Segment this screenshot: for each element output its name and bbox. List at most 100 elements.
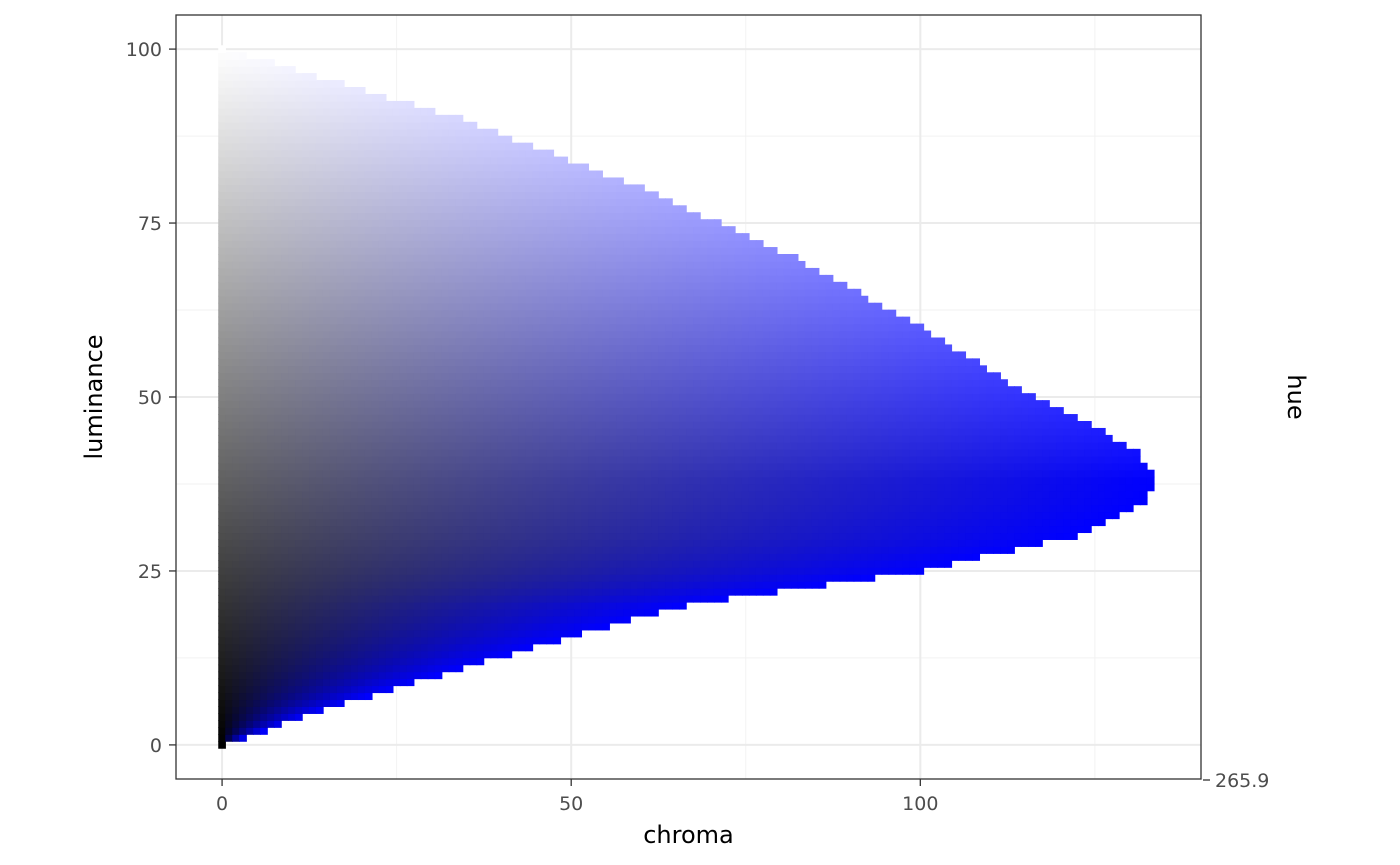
color-cell xyxy=(253,427,261,436)
color-cell xyxy=(1014,441,1022,450)
color-cell xyxy=(295,400,303,408)
color-cell xyxy=(965,532,974,540)
color-cell xyxy=(895,386,904,394)
color-cell xyxy=(511,525,520,534)
color-cell xyxy=(776,351,785,360)
color-cell xyxy=(392,455,401,464)
color-cell xyxy=(700,379,708,387)
color-cell xyxy=(546,539,555,547)
color-cell xyxy=(427,421,436,429)
color-cell xyxy=(616,351,624,360)
color-cell xyxy=(888,379,897,387)
color-cell xyxy=(288,469,296,478)
color-cell xyxy=(944,407,953,415)
color-cell xyxy=(427,574,436,582)
color-cell xyxy=(769,393,778,401)
color-cell xyxy=(350,469,359,478)
color-cell xyxy=(860,476,869,485)
color-cell xyxy=(734,358,743,367)
color-cell xyxy=(469,358,478,367)
color-cell xyxy=(769,421,778,429)
color-cell xyxy=(930,379,939,387)
color-cell xyxy=(1028,448,1036,457)
color-cell xyxy=(672,553,680,561)
color-cell xyxy=(392,678,401,687)
color-cell xyxy=(630,462,638,471)
color-cell xyxy=(225,588,233,596)
color-cell xyxy=(315,344,324,353)
color-cell xyxy=(253,365,261,373)
color-cell xyxy=(804,448,813,457)
color-cell xyxy=(707,588,715,596)
color-cell xyxy=(469,511,478,520)
color-cell xyxy=(511,372,520,380)
color-cell xyxy=(490,434,499,443)
color-cell xyxy=(672,525,680,534)
color-cell xyxy=(225,629,233,638)
color-cell xyxy=(399,546,408,554)
color-cell xyxy=(560,434,569,443)
color-cell xyxy=(350,657,359,666)
color-cell xyxy=(979,400,987,408)
color-cell xyxy=(371,372,380,380)
color-cell xyxy=(525,483,534,492)
color-cell xyxy=(232,692,240,701)
color-cell xyxy=(602,393,610,401)
color-cell xyxy=(239,400,247,408)
color-cell xyxy=(713,441,722,450)
color-cell xyxy=(455,372,464,380)
color-cell xyxy=(225,734,233,742)
color-cell xyxy=(944,490,953,499)
color-cell xyxy=(378,455,387,464)
color-cell xyxy=(602,504,610,513)
color-cell xyxy=(406,358,415,367)
color-cell xyxy=(413,441,422,450)
color-cell xyxy=(846,518,855,527)
color-cell xyxy=(1049,532,1057,540)
color-cell xyxy=(804,581,813,589)
color-cell xyxy=(1049,414,1057,422)
color-cell xyxy=(539,407,548,415)
color-cell xyxy=(357,462,366,471)
color-cell xyxy=(497,448,506,457)
color-cell xyxy=(727,588,736,596)
color-cell xyxy=(574,372,583,380)
color-cell xyxy=(783,546,792,554)
color-cell xyxy=(1049,497,1057,506)
color-cell xyxy=(881,497,890,506)
color-cell xyxy=(218,351,226,360)
color-cell xyxy=(665,386,673,394)
color-cell xyxy=(455,490,464,499)
color-cell xyxy=(825,539,834,547)
color-cell xyxy=(295,588,303,596)
color-cell xyxy=(288,351,296,360)
color-cell xyxy=(623,427,631,436)
color-cell xyxy=(637,567,645,575)
color-cell xyxy=(357,393,366,401)
color-cell xyxy=(762,427,771,436)
color-cell xyxy=(336,678,345,687)
color-cell xyxy=(274,546,282,554)
color-cell xyxy=(218,414,226,422)
color-cell xyxy=(504,469,513,478)
color-cell xyxy=(218,393,226,401)
color-cell xyxy=(322,532,331,540)
color-cell xyxy=(790,518,799,527)
color-cell xyxy=(860,532,869,540)
color-cell xyxy=(867,351,876,360)
color-cell xyxy=(637,594,645,603)
color-cell xyxy=(707,427,715,436)
color-cell xyxy=(1000,532,1008,540)
color-cell xyxy=(350,462,359,471)
color-cell xyxy=(741,358,750,367)
color-cell xyxy=(762,386,771,394)
color-cell xyxy=(748,511,757,520)
color-cell xyxy=(364,518,373,527)
color-cell xyxy=(350,365,359,373)
color-cell xyxy=(658,518,666,527)
color-cell xyxy=(748,490,757,499)
color-cell xyxy=(888,407,897,415)
color-cell xyxy=(434,490,443,499)
color-cell xyxy=(993,532,1001,540)
color-cell xyxy=(986,393,994,401)
